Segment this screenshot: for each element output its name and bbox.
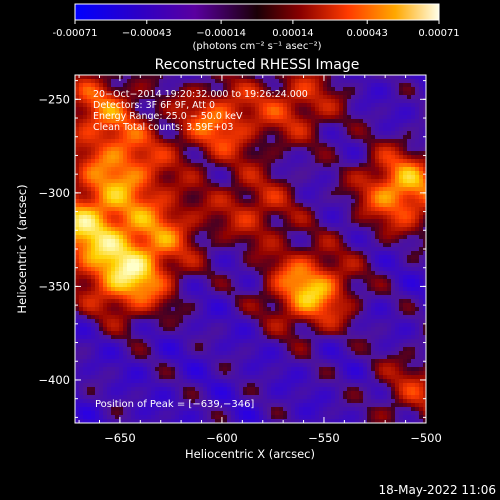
annotation-energy: Energy Range: 25.0 − 50.0 keV [93, 111, 243, 122]
x-axis: −650 −600 −550 −500 [78, 75, 442, 445]
colorbar [74, 3, 440, 21]
y-tick-label: −250 [38, 92, 70, 106]
y-axis: −250 −300 −350 −400 [38, 80, 426, 418]
annotation-clean: Clean Total counts: 3.59E+03 [93, 122, 233, 133]
annotation-detectors: Detectors: 3F 6F 9F, Att 0 [93, 100, 215, 111]
annotation-time: 20−Oct−2014 19:20:32.000 to 19:26:24.000 [93, 89, 308, 100]
x-axis-label: Heliocentric X (arcsec) [185, 447, 315, 461]
y-tick-label: −300 [38, 186, 70, 200]
y-tick-label: −350 [38, 279, 70, 293]
x-tick-label: −650 [104, 431, 136, 445]
chart-title: Reconstructed RHESSI Image [155, 57, 360, 73]
colorbar-tick-label: −0.00043 [122, 28, 172, 39]
y-tick-label: −400 [38, 373, 70, 387]
colorbar-tick-label: -0.00071 [53, 28, 98, 39]
peak-position-label: Position of Peak = [−639,−346] [95, 399, 254, 410]
colorbar-tick-label: 0.00043 [347, 28, 388, 39]
heatmap-plot [75, 75, 426, 423]
y-axis-label: Heliocentric Y (arcsec) [15, 184, 29, 313]
colorbar-unit: (photons cm⁻² s⁻¹ asec⁻²) [192, 41, 321, 52]
colorbar-tick-label: 0.00071 [418, 28, 459, 39]
x-tick-label: −600 [206, 431, 238, 445]
colorbar-ticks: -0.00071 −0.00043 −0.00014 0.00014 0.00043 0.… [53, 20, 460, 39]
x-tick-label: −500 [410, 431, 442, 445]
colorbar-tick-label: −0.00014 [196, 28, 246, 39]
x-tick-label: −550 [308, 431, 340, 445]
colorbar-tick-label: 0.00014 [272, 28, 313, 39]
footer-date: 18-May-2022 11:06 [379, 483, 496, 497]
